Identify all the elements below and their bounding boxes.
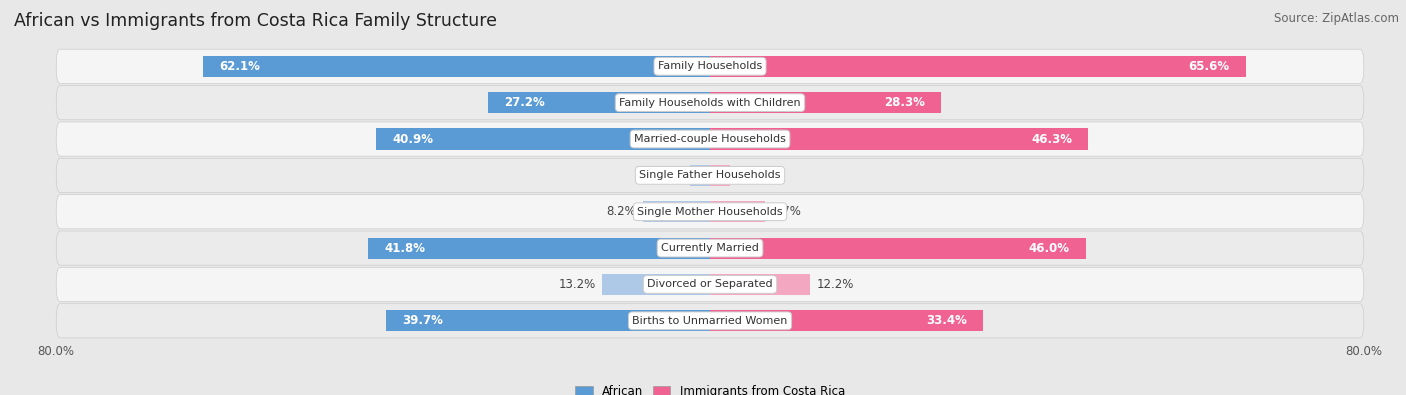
Text: Divorced or Separated: Divorced or Separated — [647, 279, 773, 290]
Text: Births to Unmarried Women: Births to Unmarried Women — [633, 316, 787, 326]
Text: 65.6%: 65.6% — [1188, 60, 1230, 73]
Text: Family Households with Children: Family Households with Children — [619, 98, 801, 108]
FancyBboxPatch shape — [56, 267, 1364, 301]
Text: 2.5%: 2.5% — [654, 169, 683, 182]
Text: 41.8%: 41.8% — [385, 242, 426, 255]
Bar — [710, 56, 1246, 77]
Text: 12.2%: 12.2% — [817, 278, 853, 291]
Bar — [710, 310, 983, 331]
Bar — [385, 310, 710, 331]
FancyBboxPatch shape — [56, 231, 1364, 265]
Bar — [202, 56, 710, 77]
Bar — [710, 92, 941, 113]
Text: Currently Married: Currently Married — [661, 243, 759, 253]
Bar — [689, 165, 710, 186]
Text: African vs Immigrants from Costa Rica Family Structure: African vs Immigrants from Costa Rica Fa… — [14, 12, 498, 30]
Bar — [368, 237, 710, 259]
Legend: African, Immigrants from Costa Rica: African, Immigrants from Costa Rica — [575, 385, 845, 395]
Bar — [710, 165, 730, 186]
Text: 6.7%: 6.7% — [772, 205, 801, 218]
Bar — [488, 92, 710, 113]
FancyBboxPatch shape — [56, 122, 1364, 156]
Text: 13.2%: 13.2% — [558, 278, 596, 291]
Bar — [375, 128, 710, 150]
Text: 2.4%: 2.4% — [737, 169, 766, 182]
Text: Family Households: Family Households — [658, 61, 762, 71]
Bar — [602, 274, 710, 295]
Text: 46.0%: 46.0% — [1029, 242, 1070, 255]
Bar — [710, 128, 1088, 150]
FancyBboxPatch shape — [56, 49, 1364, 83]
Text: 28.3%: 28.3% — [884, 96, 925, 109]
Bar — [710, 237, 1085, 259]
Text: 27.2%: 27.2% — [505, 96, 546, 109]
Text: 40.9%: 40.9% — [392, 132, 433, 145]
Text: 46.3%: 46.3% — [1031, 132, 1071, 145]
Bar — [643, 201, 710, 222]
FancyBboxPatch shape — [56, 195, 1364, 229]
Text: Single Father Households: Single Father Households — [640, 170, 780, 181]
Text: 8.2%: 8.2% — [607, 205, 637, 218]
Text: 33.4%: 33.4% — [925, 314, 967, 327]
FancyBboxPatch shape — [56, 304, 1364, 338]
Bar — [710, 201, 765, 222]
Bar — [710, 274, 810, 295]
Text: Source: ZipAtlas.com: Source: ZipAtlas.com — [1274, 12, 1399, 25]
Text: 39.7%: 39.7% — [402, 314, 443, 327]
Text: 62.1%: 62.1% — [219, 60, 260, 73]
Text: Single Mother Households: Single Mother Households — [637, 207, 783, 217]
Text: Married-couple Households: Married-couple Households — [634, 134, 786, 144]
FancyBboxPatch shape — [56, 86, 1364, 120]
FancyBboxPatch shape — [56, 158, 1364, 192]
